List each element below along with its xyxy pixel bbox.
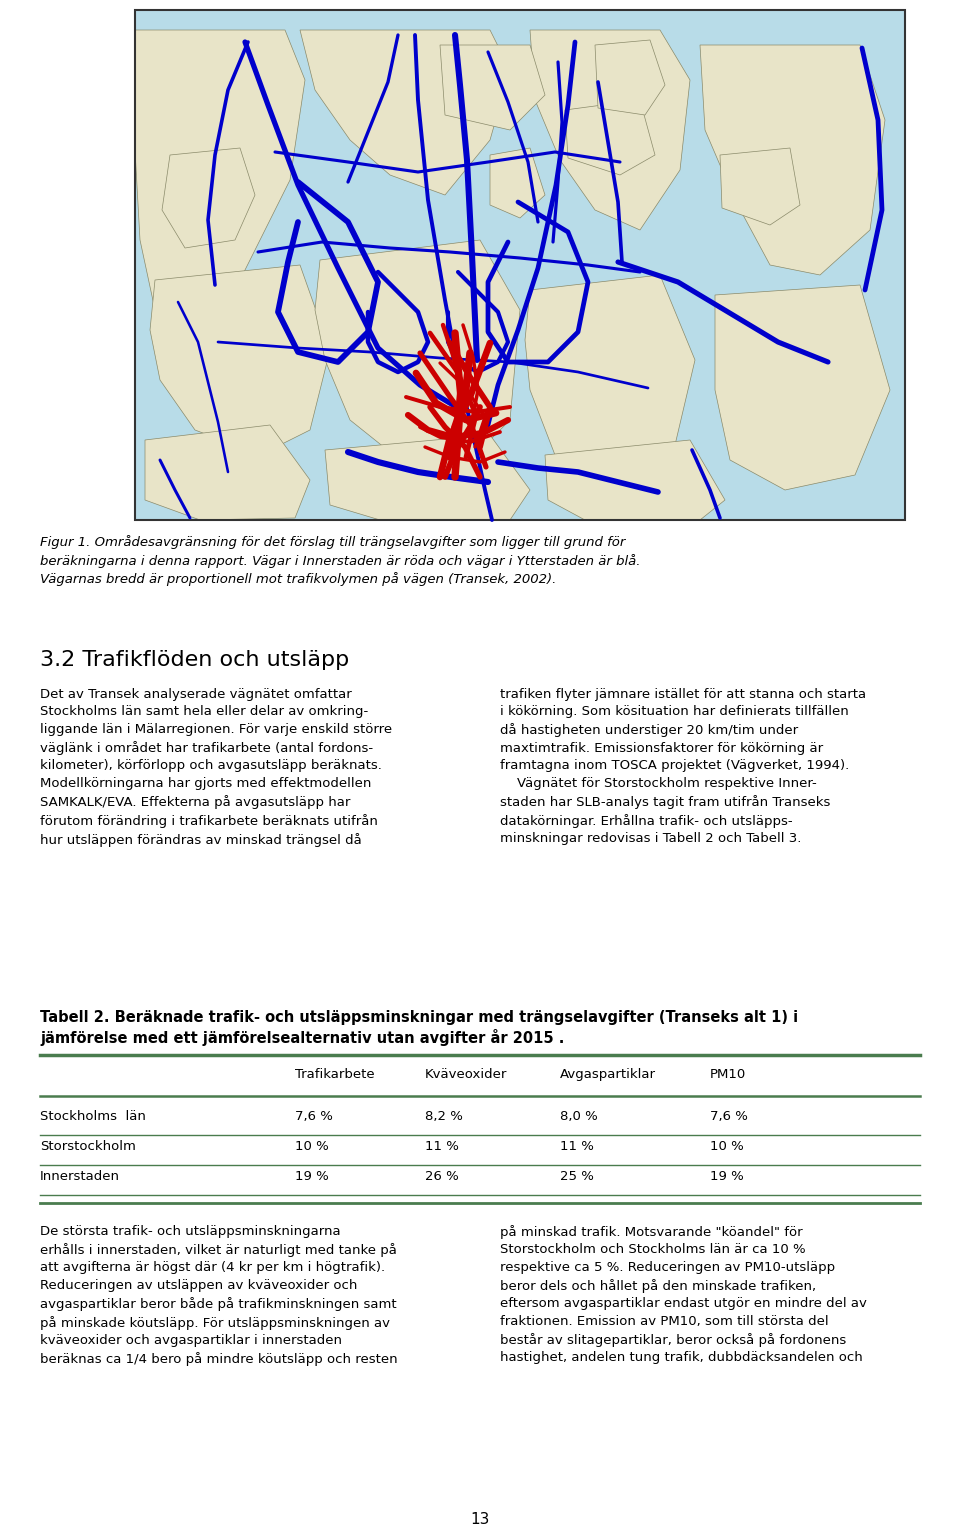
Text: PM10: PM10 bbox=[710, 1069, 746, 1081]
Text: De största trafik- och utsläppsminskningarna
erhålls i innerstaden, vilket är na: De största trafik- och utsläppsminskning… bbox=[40, 1225, 397, 1366]
Text: Stockholms  län: Stockholms län bbox=[40, 1110, 146, 1124]
Polygon shape bbox=[315, 240, 520, 465]
Text: Det av Transek analyserade vägnätet omfattar
Stockholms län samt hela eller dela: Det av Transek analyserade vägnätet omfa… bbox=[40, 687, 392, 847]
Polygon shape bbox=[150, 265, 330, 455]
Text: 10 %: 10 % bbox=[710, 1141, 744, 1153]
Text: trafiken flyter jämnare istället för att stanna och starta
i kökörning. Som kösi: trafiken flyter jämnare istället för att… bbox=[500, 687, 866, 845]
Bar bbox=[135, 11, 905, 521]
Text: på minskad trafik. Motsvarande "köandel" för
Storstockholm och Stockholms län är: på minskad trafik. Motsvarande "köandel"… bbox=[500, 1225, 867, 1364]
Text: 7,6 %: 7,6 % bbox=[295, 1110, 333, 1124]
Polygon shape bbox=[545, 439, 725, 521]
Text: Tabell 2. Beräknade trafik- och utsläppsminskningar med trängselavgifter (Transe: Tabell 2. Beräknade trafik- och utsläpps… bbox=[40, 1010, 798, 1046]
Text: 8,0 %: 8,0 % bbox=[560, 1110, 598, 1124]
Polygon shape bbox=[490, 149, 545, 217]
Bar bbox=[135, 11, 905, 521]
Polygon shape bbox=[720, 149, 800, 225]
Text: Storstockholm: Storstockholm bbox=[40, 1141, 136, 1153]
Text: 25 %: 25 % bbox=[560, 1170, 594, 1183]
Polygon shape bbox=[300, 31, 510, 194]
Polygon shape bbox=[525, 276, 695, 470]
Text: 19 %: 19 % bbox=[295, 1170, 328, 1183]
Polygon shape bbox=[135, 31, 305, 340]
Polygon shape bbox=[595, 40, 665, 115]
Polygon shape bbox=[325, 435, 530, 521]
Text: 26 %: 26 % bbox=[425, 1170, 459, 1183]
Text: Kväveoxider: Kväveoxider bbox=[425, 1069, 508, 1081]
Polygon shape bbox=[565, 100, 655, 175]
Text: Avgaspartiklar: Avgaspartiklar bbox=[560, 1069, 656, 1081]
Text: 11 %: 11 % bbox=[425, 1141, 459, 1153]
Polygon shape bbox=[530, 31, 690, 230]
Text: 10 %: 10 % bbox=[295, 1141, 328, 1153]
Polygon shape bbox=[162, 149, 255, 248]
Polygon shape bbox=[145, 426, 310, 521]
Polygon shape bbox=[715, 285, 890, 490]
Text: 11 %: 11 % bbox=[560, 1141, 594, 1153]
Polygon shape bbox=[700, 44, 885, 276]
Text: 13: 13 bbox=[470, 1513, 490, 1526]
Text: 8,2 %: 8,2 % bbox=[425, 1110, 463, 1124]
Text: 3.2 Trafikflöden och utsläpp: 3.2 Trafikflöden och utsläpp bbox=[40, 651, 349, 671]
Text: Figur 1. Områdesavgränsning för det förslag till trängselavgifter som ligger til: Figur 1. Områdesavgränsning för det förs… bbox=[40, 534, 640, 586]
Text: 7,6 %: 7,6 % bbox=[710, 1110, 748, 1124]
Text: Innerstaden: Innerstaden bbox=[40, 1170, 120, 1183]
Text: 19 %: 19 % bbox=[710, 1170, 744, 1183]
Polygon shape bbox=[440, 44, 545, 130]
Text: Trafikarbete: Trafikarbete bbox=[295, 1069, 374, 1081]
